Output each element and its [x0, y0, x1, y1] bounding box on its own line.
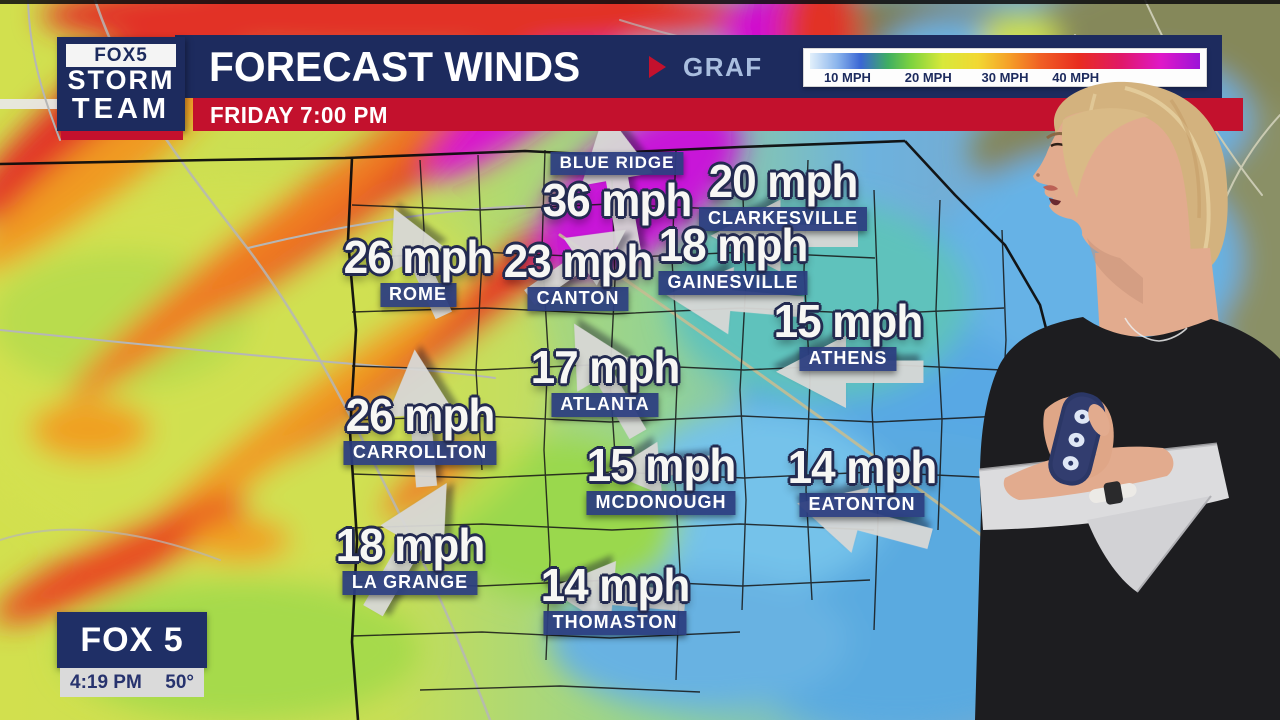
- legend-tick: 40 MPH: [1052, 70, 1100, 85]
- city-chip: CARROLLTON: [343, 441, 497, 465]
- city-chip: LA GRANGE: [342, 571, 478, 595]
- legend-tick: 20 MPH: [904, 70, 952, 85]
- header-title-bar: FORECAST WINDS GRAF 10 MPH 20 MPH 30 MPH…: [175, 35, 1222, 98]
- wind-arrow-icon: [523, 229, 626, 305]
- current-time: 4:19 PM: [70, 671, 142, 693]
- logo-line-storm: STORM: [67, 65, 175, 95]
- page-title: FORECAST WINDS: [209, 43, 581, 90]
- wind-label-gainesville: 18 mph GAINESVILLE: [655, 219, 810, 335]
- wind-label-atlanta: 17 mph ATLANTA: [527, 323, 682, 440]
- time-temp-strip: 4:19 PM 50°: [60, 668, 204, 697]
- wind-label-canton: 23 mph CANTON: [500, 229, 655, 311]
- wrist-watch: [1089, 481, 1137, 505]
- wind-label-blue-ridge: BLUE RIDGE 36 mph: [539, 110, 694, 258]
- current-temperature: 50°: [165, 671, 194, 693]
- wind-speed-value: 14 mph: [540, 559, 691, 611]
- wind-speed-value: 20 mph: [708, 155, 859, 207]
- city-chip: ROME: [379, 283, 456, 307]
- wind-speed-value: 26 mph: [343, 231, 494, 283]
- wind-speed-value: 36 mph: [542, 174, 693, 226]
- wind-arrow-icon: [580, 110, 653, 258]
- wind-label-carrollton: 26 mph CARROLLTON: [342, 349, 497, 488]
- wind-arrow-icon: [386, 349, 454, 488]
- presenter-face: [1033, 108, 1220, 338]
- logo-line-team: TEAM: [71, 93, 171, 125]
- presenter-arm-hand: [1003, 392, 1174, 505]
- wind-arrow-icon: [608, 441, 717, 495]
- city-chip: GAINESVILLE: [658, 271, 808, 295]
- wind-speed-gradient: [810, 53, 1200, 69]
- city-chip: EATONTON: [799, 493, 925, 517]
- time-banner-text: FRIDAY 7:00 PM: [210, 102, 388, 128]
- storm-team-logo: FOX5 STORM TEAM: [57, 37, 185, 131]
- legend-tick: 30 MPH: [981, 70, 1029, 85]
- wind-speed-value: 17 mph: [530, 341, 681, 393]
- wind-label-thomaston: 14 mph THOMASTON: [537, 559, 692, 635]
- wind-label-eatonton: 14 mph EATONTON: [784, 441, 939, 553]
- wind-arrow-icon: [547, 560, 686, 629]
- frame-top-edge: [0, 0, 1280, 4]
- necklace: [1124, 317, 1188, 342]
- wind-speed-value: 18 mph: [658, 219, 809, 271]
- wind-label-mcdonough: 15 mph MCDONOUGH: [583, 439, 738, 515]
- city-chip: ATHENS: [799, 347, 897, 371]
- wind-speed-value: 14 mph: [787, 441, 938, 493]
- presenter-name: GRAF: [683, 52, 763, 82]
- city-chip: MCDONOUGH: [586, 491, 736, 515]
- city-chip: CLARKESVILLE: [698, 207, 868, 231]
- city-chip: ATLANTA: [551, 393, 659, 417]
- station-bug: FOX 5: [57, 612, 207, 668]
- logo-red-strip: [61, 131, 183, 140]
- wind-speed-value: 15 mph: [586, 439, 737, 491]
- city-chip: BLUE RIDGE: [550, 152, 684, 175]
- weather-presenter: [975, 81, 1280, 720]
- play-triangle-icon: [649, 56, 666, 78]
- wind-speed-value: 26 mph: [345, 389, 496, 441]
- wind-speed-value: 23 mph: [503, 235, 654, 287]
- wind-label-rome: 26 mph ROME: [340, 208, 495, 320]
- wind-speed-value: 15 mph: [773, 295, 924, 347]
- logo-brand: FOX5: [66, 44, 176, 67]
- city-chip: THOMASTON: [543, 611, 687, 635]
- wind-label-la-grange: 18 mph LA GRANGE: [332, 482, 487, 617]
- wind-label-clarkesville: 20 mph CLARKESVILLE: [698, 155, 868, 272]
- wind-label-athens: 15 mph ATHENS: [770, 295, 925, 408]
- legend-tick: 10 MPH: [823, 70, 871, 85]
- wind-speed-value: 18 mph: [335, 519, 486, 571]
- wind-speed-legend: 10 MPH 20 MPH 30 MPH 40 MPH: [803, 48, 1207, 87]
- city-chip: CANTON: [527, 287, 629, 311]
